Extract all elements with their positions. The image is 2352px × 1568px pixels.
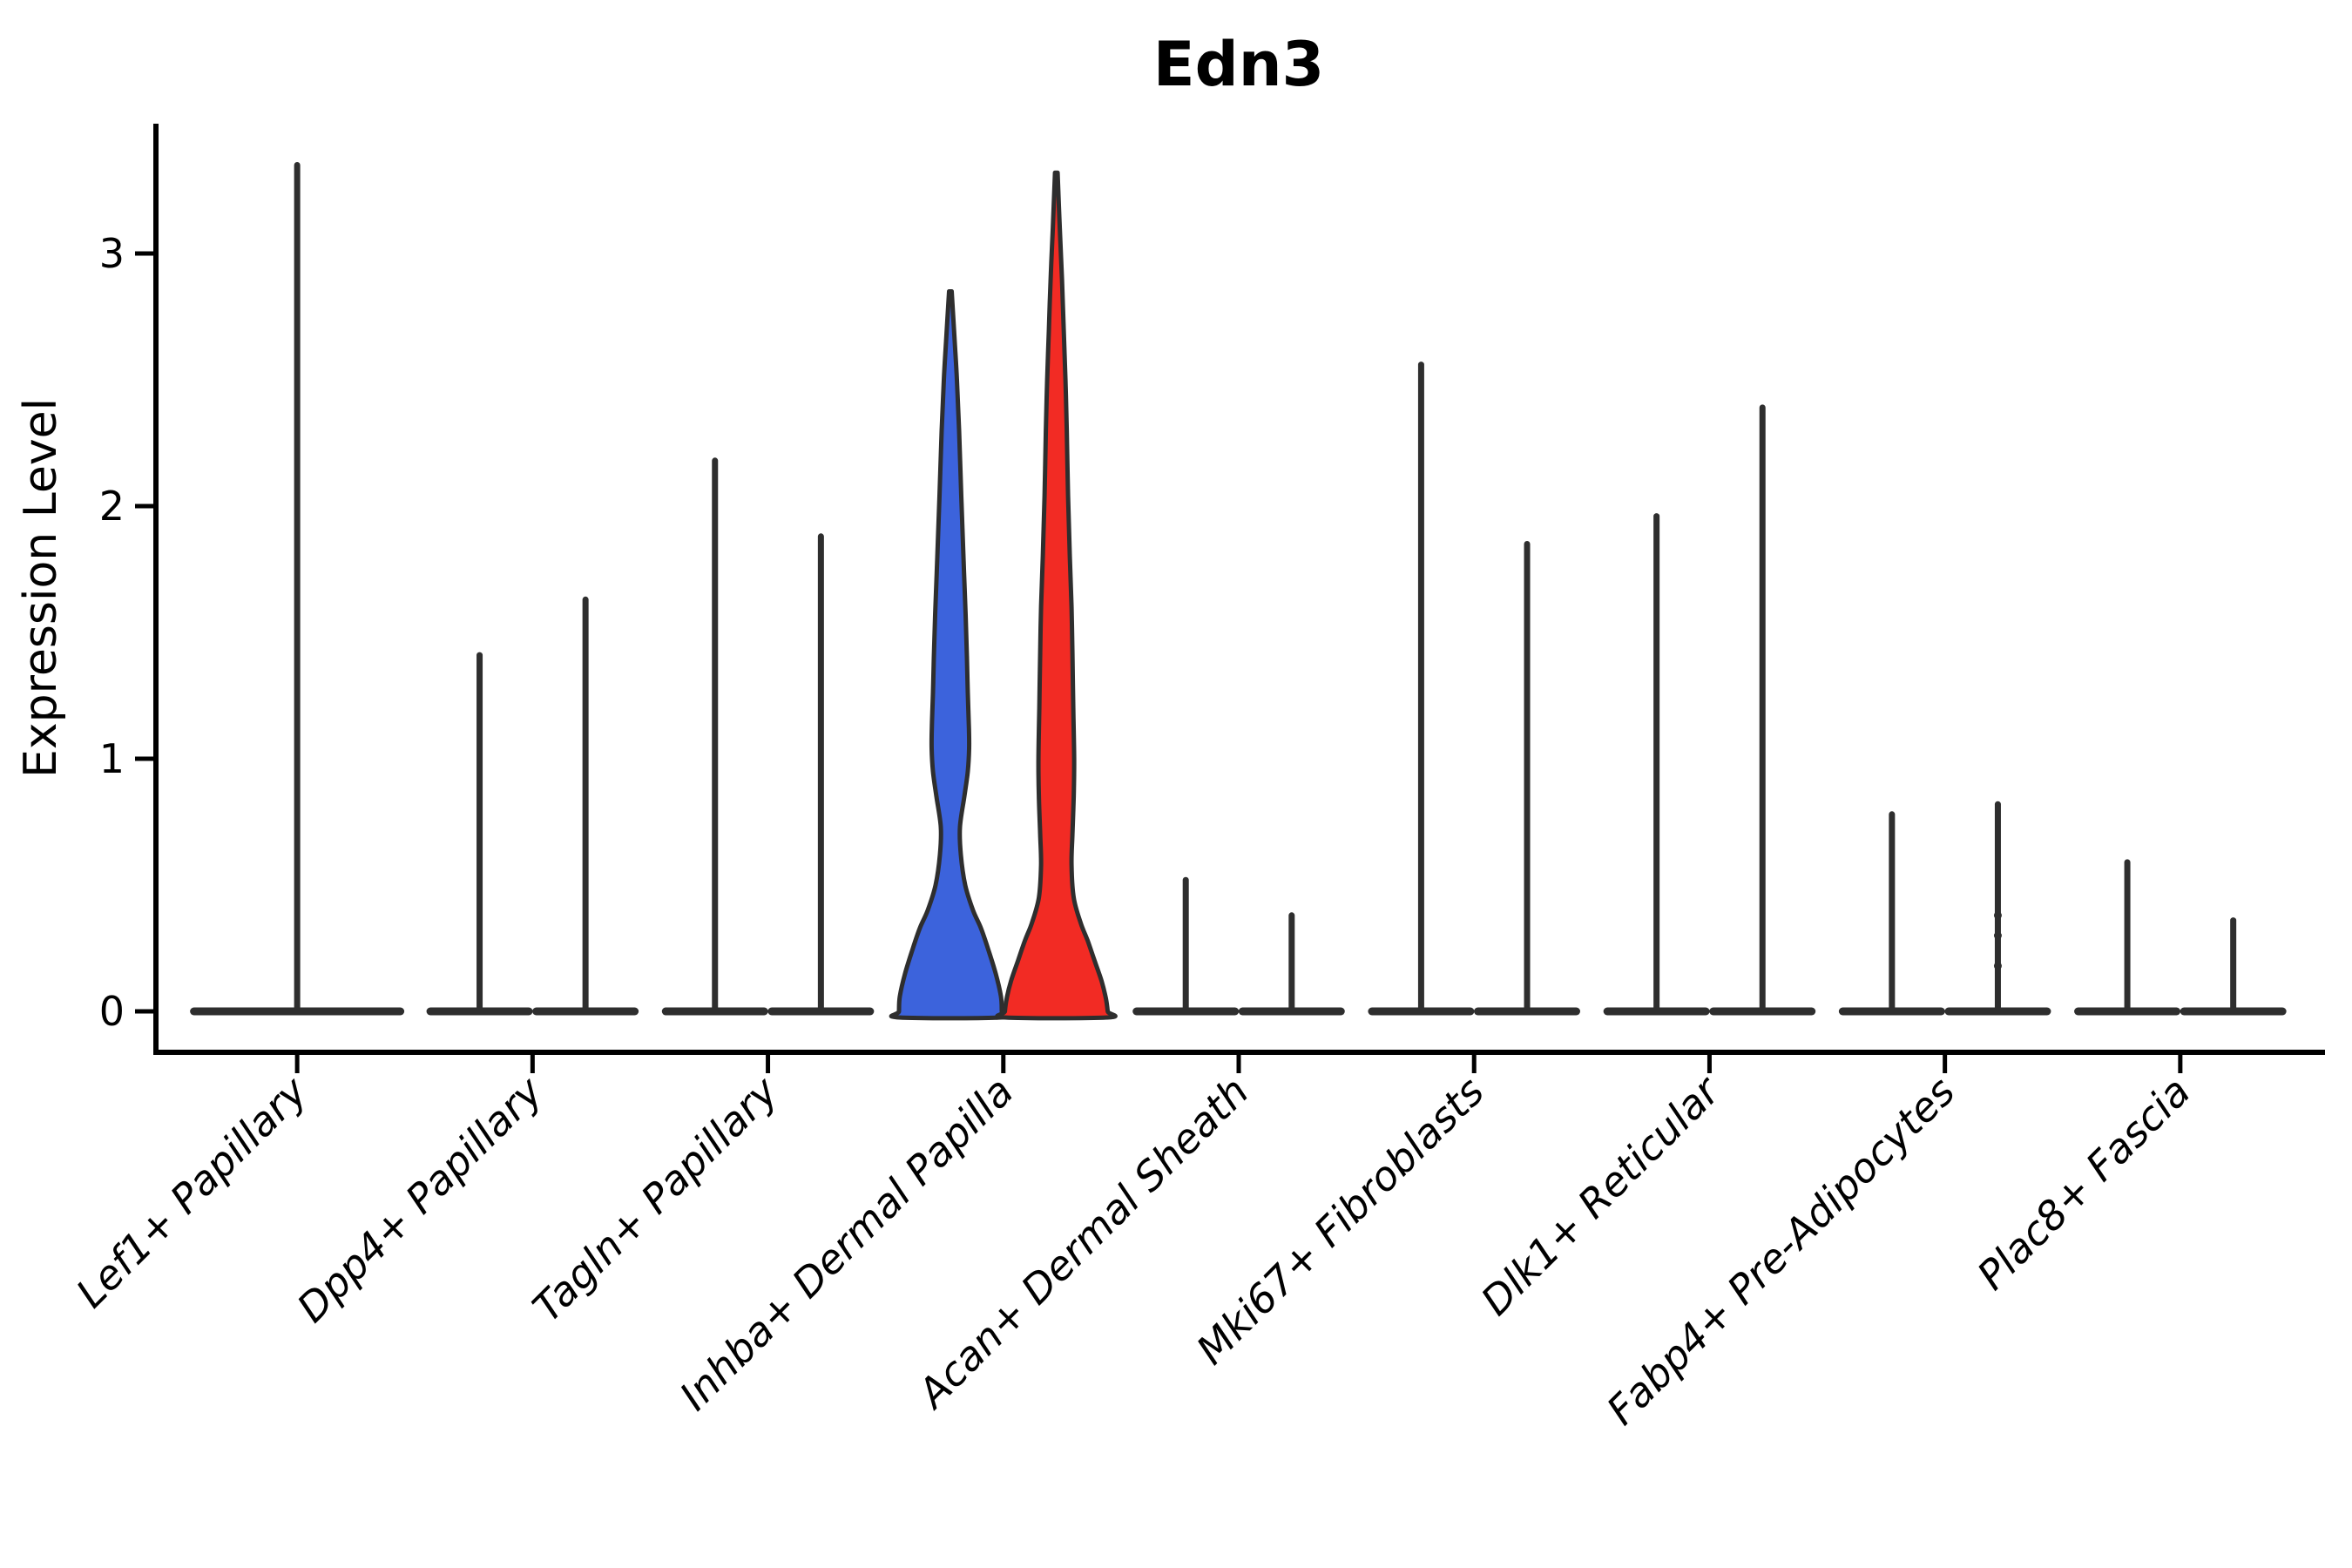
y-tick-label: 0 <box>99 988 125 1035</box>
violin-group <box>190 162 405 1016</box>
violin-group <box>889 170 1118 1021</box>
violin-group <box>1603 404 1816 1016</box>
y-axis-label: Expression Level <box>15 398 67 778</box>
data-point <box>1993 962 2002 970</box>
x-tick-label: Tagln+ Papillary <box>524 1067 787 1331</box>
violin-shape <box>995 170 1118 1021</box>
violin-shape <box>889 289 1012 1021</box>
x-tick-label: Plac8+ Fascia <box>1968 1068 2199 1299</box>
y-tick-label: 2 <box>99 483 125 530</box>
violin-group <box>1838 801 2051 1016</box>
plot-title: Edn3 <box>1153 29 1324 100</box>
violin-group <box>2074 859 2287 1016</box>
data-point <box>1993 931 2002 940</box>
x-tick-label: Dpp4+ Papillary <box>287 1067 551 1331</box>
violin-group <box>1132 876 1345 1016</box>
violin-group <box>426 596 639 1016</box>
violin-group <box>1368 362 1581 1016</box>
x-tick-label: Dlk1+ Reticular <box>1472 1065 1731 1324</box>
x-tick-label: Lef1+ Papillary <box>67 1067 316 1316</box>
data-point <box>1993 911 2002 920</box>
axis-spines <box>153 124 2325 1055</box>
violin-group <box>661 457 875 1016</box>
y-tick-label: 3 <box>99 230 125 277</box>
violins-layer <box>190 162 2287 1021</box>
y-tick-label: 1 <box>99 735 125 782</box>
